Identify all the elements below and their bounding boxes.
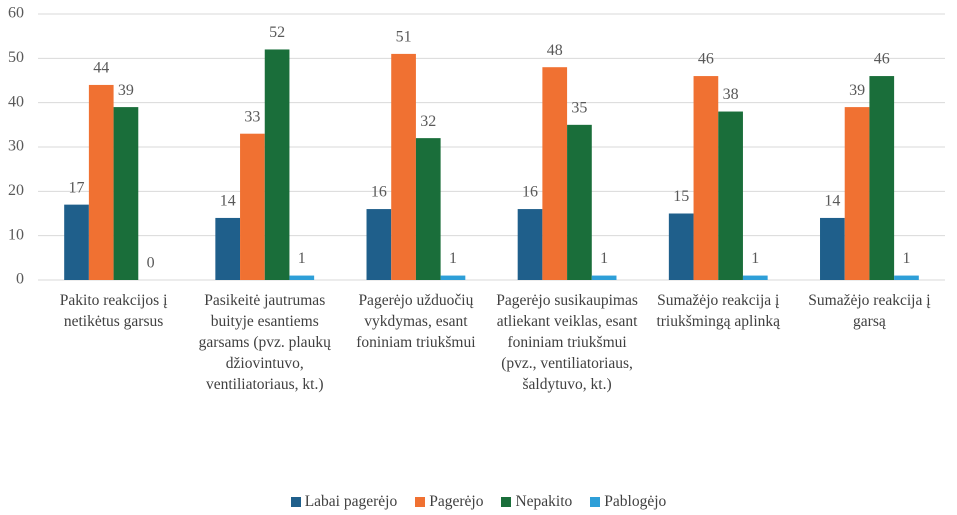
data-label: 46	[698, 51, 714, 68]
x-tick-label: Sumažėjo reakcija į triukšmingą aplinką	[656, 292, 781, 330]
data-label: 17	[69, 179, 85, 196]
data-label: 16	[371, 184, 387, 201]
bar	[440, 275, 466, 280]
y-tick-label: 30	[8, 138, 24, 155]
bar	[289, 275, 315, 280]
data-label: 35	[571, 100, 587, 117]
bar	[742, 275, 768, 280]
legend-swatch	[290, 497, 301, 507]
y-tick-label: 20	[8, 182, 24, 199]
legend-item: Nepakito	[501, 493, 572, 511]
data-label: 52	[269, 24, 285, 41]
bar	[113, 107, 139, 280]
bar	[894, 275, 919, 280]
data-label: 16	[522, 184, 538, 201]
x-tick-label: Sumažėjo reakcija į garsą	[808, 292, 931, 330]
legend-label: Pagerėjo	[429, 493, 484, 510]
legend-swatch	[415, 497, 426, 507]
bar	[215, 217, 241, 280]
bar	[542, 67, 568, 280]
data-label: 1	[449, 250, 457, 267]
x-tick-label: Pasikeitė jautrumas buityje esantiems ga…	[198, 292, 331, 393]
bar	[517, 209, 543, 280]
data-label: 0	[147, 255, 155, 272]
legend-label: Nepakito	[515, 493, 573, 510]
data-label: 44	[93, 60, 109, 77]
data-label: 48	[547, 42, 563, 59]
x-tick-label: Pagerėjo susikaupimas atliekant veiklas,…	[496, 292, 638, 393]
bar	[88, 84, 114, 280]
y-tick-label: 60	[8, 5, 24, 22]
bar	[820, 217, 845, 280]
bar	[844, 107, 870, 280]
y-tick-label: 10	[8, 226, 24, 243]
x-tick-label: Pagerėjo užduočių vykdymas, esant fonini…	[356, 292, 476, 351]
data-label: 32	[420, 113, 436, 130]
legend: Labai pagerėjo Pagerėjo Nepakito Pablogėjo	[0, 493, 957, 511]
y-tick-label: 0	[16, 271, 24, 288]
bar	[567, 124, 592, 280]
y-tick-label: 50	[8, 49, 24, 66]
bar	[693, 76, 719, 280]
bar	[64, 204, 89, 280]
data-label: 38	[723, 86, 739, 103]
data-label: 39	[118, 82, 134, 99]
bar	[264, 49, 290, 280]
data-label: 15	[673, 188, 689, 205]
legend-item: Pablogėjo	[590, 493, 666, 511]
legend-item: Labai pagerėjo	[290, 493, 398, 511]
bar	[718, 111, 743, 281]
bar	[415, 138, 441, 280]
data-label: 14	[824, 193, 840, 210]
data-label: 1	[298, 250, 306, 267]
x-tick-label: Pakito reakcijos į netikėtus garsus	[59, 292, 168, 330]
legend-label: Pablogėjo	[604, 493, 667, 510]
data-label: 39	[849, 82, 865, 99]
data-label: 1	[751, 250, 759, 267]
bar	[391, 53, 416, 281]
bar	[869, 76, 895, 280]
data-label: 1	[902, 250, 910, 267]
legend-item: Pagerėjo	[415, 493, 483, 511]
legend-swatch	[501, 497, 512, 507]
data-label: 46	[874, 51, 890, 68]
bar	[591, 275, 617, 280]
y-tick-label: 40	[8, 93, 24, 110]
legend-swatch	[590, 497, 601, 507]
bar	[668, 213, 694, 280]
data-label: 51	[396, 29, 412, 46]
data-label: 1	[600, 250, 608, 267]
data-label: 33	[244, 108, 260, 125]
data-label: 14	[220, 193, 236, 210]
legend-label: Labai pagerėjo	[304, 493, 398, 510]
bar	[240, 133, 265, 280]
bar	[366, 209, 392, 280]
